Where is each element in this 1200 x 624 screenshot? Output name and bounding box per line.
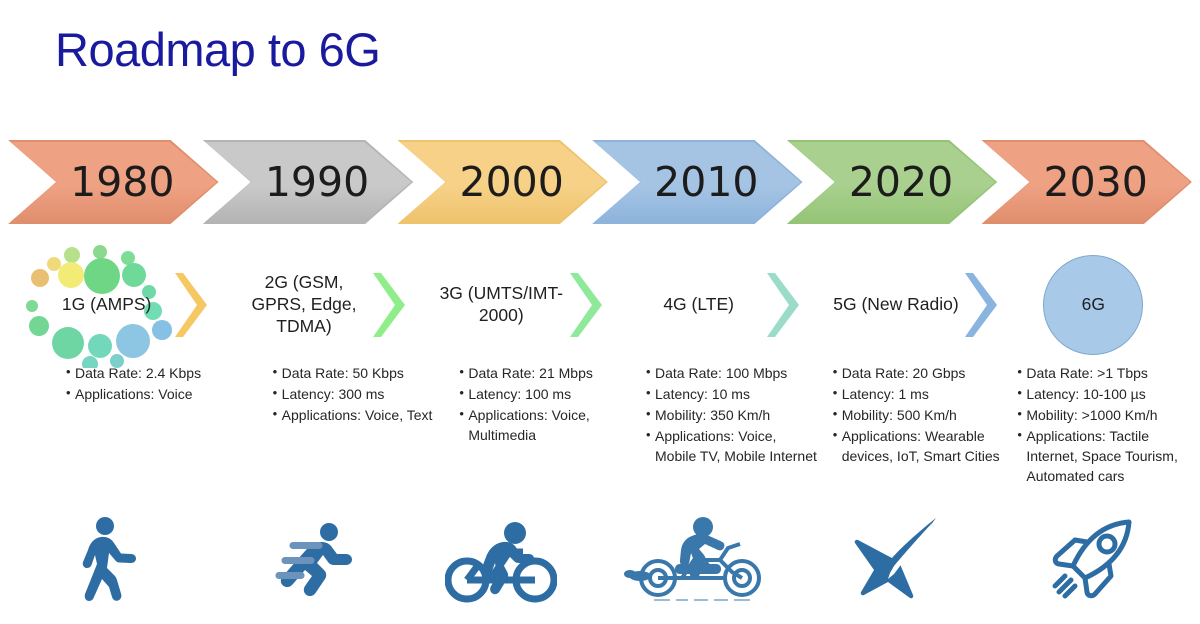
decade-chevron-1990[interactable]: 1990 bbox=[203, 140, 414, 224]
list-item: Applications: Wearable devices, IoT, Sma… bbox=[833, 426, 1008, 466]
list-item: Mobility: >1000 Km/h bbox=[1017, 405, 1192, 425]
list-item: Latency: 10-100 µs bbox=[1017, 384, 1192, 404]
decade-label: 1990 bbox=[264, 158, 370, 206]
decade-label: 2030 bbox=[1043, 158, 1148, 206]
generation-name: 2G (GSM, GPRS, Edge, TDMA) bbox=[251, 272, 357, 336]
page-title: Roadmap to 6G bbox=[55, 23, 381, 76]
spec-column-2g: Data Rate: 50 Kbps Latency: 300 ms Appli… bbox=[241, 362, 448, 498]
generation-cell-3g[interactable]: 3G (UMTS/IMT-2000) bbox=[403, 245, 602, 365]
list-item: Applications: Voice, Multimedia bbox=[459, 405, 634, 445]
list-item: Data Rate: 21 Mbps bbox=[459, 362, 634, 383]
generation-name: 3G (UMTS/IMT-2000) bbox=[439, 283, 564, 325]
list-item: Applications: Voice, Mobile TV, Mobile I… bbox=[646, 426, 821, 466]
spec-list: Data Rate: 100 Mbps Latency: 10 ms Mobil… bbox=[646, 362, 821, 466]
icon-cell-1g bbox=[8, 500, 205, 620]
chevron-right-icon bbox=[171, 271, 211, 339]
list-item: Data Rate: 20 Gbps bbox=[833, 362, 1008, 383]
decade-chevron-2000[interactable]: 2000 bbox=[397, 140, 608, 224]
generation-label-row: 1G (AMPS) 2G (GSM, GPRS, Edge, TDMA) 3G … bbox=[8, 242, 1192, 368]
rocket-icon bbox=[1045, 514, 1141, 606]
spec-list: Data Rate: 50 Kbps Latency: 300 ms Appli… bbox=[273, 362, 448, 425]
jet-plane-icon bbox=[848, 514, 944, 606]
chevron-right-icon bbox=[763, 271, 803, 339]
list-item: Data Rate: 2.4 Kbps bbox=[66, 362, 241, 383]
spec-column-1g: Data Rate: 2.4 Kbps Applications: Voice bbox=[8, 362, 241, 498]
chevron-right-icon bbox=[566, 271, 606, 339]
chevron-right-icon bbox=[961, 271, 1001, 339]
bubble-ring-decoration bbox=[16, 242, 181, 368]
spec-list: Data Rate: 2.4 Kbps Applications: Voice bbox=[66, 362, 241, 404]
icon-cell-6g bbox=[995, 500, 1192, 620]
list-item: Mobility: 350 Km/h bbox=[646, 405, 821, 425]
list-item: Data Rate: 50 Kbps bbox=[273, 362, 448, 383]
list-item: Data Rate: >1 Tbps bbox=[1017, 362, 1192, 383]
spec-list: Data Rate: 20 Gbps Latency: 1 ms Mobilit… bbox=[833, 362, 1008, 466]
list-item: Data Rate: 100 Mbps bbox=[646, 362, 821, 383]
spec-column-5g: Data Rate: 20 Gbps Latency: 1 ms Mobilit… bbox=[821, 362, 1008, 498]
walking-person-icon bbox=[71, 517, 143, 603]
generation-name: 1G (AMPS) bbox=[61, 294, 152, 315]
list-item: Mobility: 500 Km/h bbox=[833, 405, 1008, 425]
decade-label: 2020 bbox=[848, 158, 954, 206]
spec-column-3g: Data Rate: 21 Mbps Latency: 100 ms Appli… bbox=[447, 362, 634, 498]
spec-column-6g: Data Rate: >1 Tbps Latency: 10-100 µs Mo… bbox=[1007, 362, 1192, 498]
motorcycle-rider-icon bbox=[623, 514, 774, 606]
generation-cell-1g[interactable]: 1G (AMPS) bbox=[8, 242, 208, 368]
decade-chevron-1980[interactable]: 1980 bbox=[8, 140, 219, 224]
list-item: Applications: Voice, Text bbox=[273, 405, 448, 425]
decade-chevron-2030[interactable]: 2030 bbox=[981, 140, 1192, 224]
list-item: Latency: 100 ms bbox=[459, 384, 634, 404]
generation-name: 6G bbox=[1081, 294, 1105, 315]
generation-cell-5g[interactable]: 5G (New Radio) bbox=[797, 245, 997, 365]
chevron-right-icon bbox=[369, 271, 409, 339]
icon-cell-5g bbox=[797, 500, 994, 620]
mobility-icon-row bbox=[8, 500, 1192, 620]
generation-cell-6g[interactable]: 6G bbox=[995, 245, 1192, 365]
specs-row: Data Rate: 2.4 Kbps Applications: Voice … bbox=[8, 362, 1192, 498]
icon-cell-4g bbox=[600, 500, 797, 620]
generation-cell-2g[interactable]: 2G (GSM, GPRS, Edge, TDMA) bbox=[205, 245, 405, 365]
spec-list: Data Rate: 21 Mbps Latency: 100 ms Appli… bbox=[459, 362, 634, 445]
running-person-icon bbox=[249, 520, 359, 600]
spec-column-4g: Data Rate: 100 Mbps Latency: 10 ms Mobil… bbox=[634, 362, 821, 498]
list-item: Applications: Voice bbox=[66, 384, 241, 404]
decade-chevron-2020[interactable]: 2020 bbox=[787, 140, 998, 224]
decade-label: 2010 bbox=[654, 158, 759, 206]
icon-cell-2g bbox=[205, 500, 402, 620]
decade-chevron-2010[interactable]: 2010 bbox=[592, 140, 803, 224]
list-item: Latency: 1 ms bbox=[833, 384, 1008, 404]
generation-cell-4g[interactable]: 4G (LTE) bbox=[600, 245, 800, 365]
icon-cell-3g bbox=[403, 500, 600, 620]
generation-name: 4G (LTE) bbox=[663, 294, 734, 315]
bicycle-rider-icon bbox=[445, 516, 558, 604]
generation-name: 5G (New Radio) bbox=[833, 294, 959, 315]
list-item: Latency: 10 ms bbox=[646, 384, 821, 404]
list-item: Applications: Tactile Internet, Space To… bbox=[1017, 426, 1192, 486]
decade-label: 2000 bbox=[459, 158, 564, 206]
six-g-circle: 6G bbox=[1043, 255, 1144, 355]
decade-timeline-band: 1980 1990 2000 2010 2020 2030 bbox=[8, 140, 1192, 224]
list-item: Latency: 300 ms bbox=[273, 384, 448, 404]
spec-list: Data Rate: >1 Tbps Latency: 10-100 µs Mo… bbox=[1017, 362, 1192, 486]
decade-label: 1980 bbox=[70, 158, 175, 206]
